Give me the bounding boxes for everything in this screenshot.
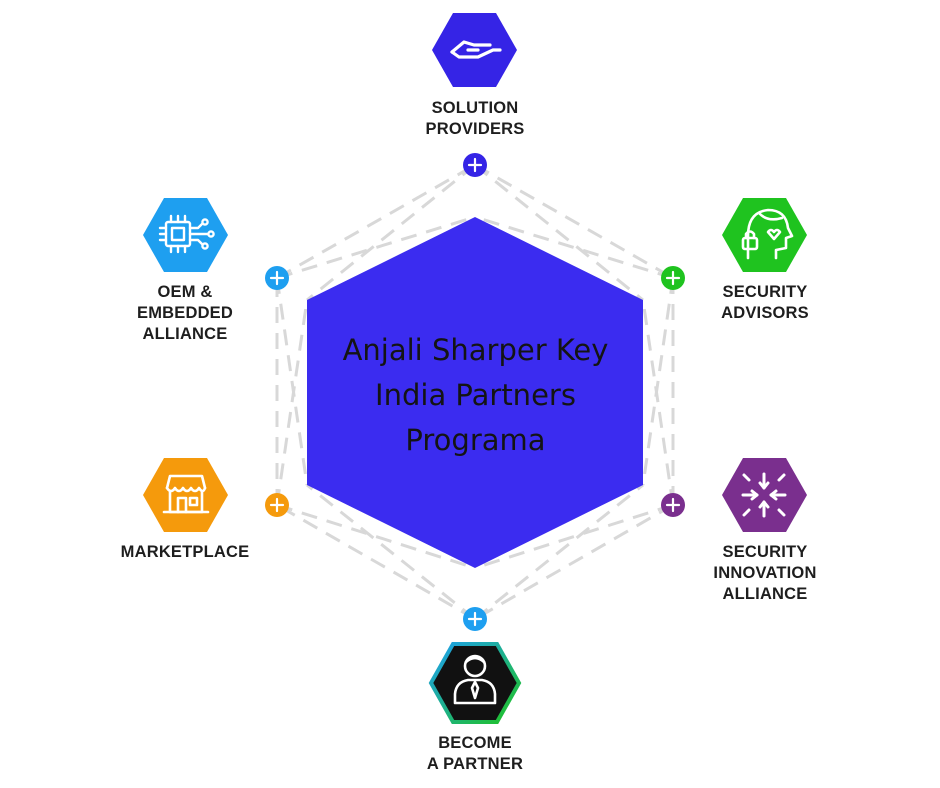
become-a-partner-gradient-border <box>428 642 522 724</box>
connector-spoke <box>276 503 476 570</box>
sparkle-arrows-icon <box>741 472 787 518</box>
connector-spoke <box>276 215 476 280</box>
label-solution-providers: SOLUTION PROVIDERS <box>425 99 525 138</box>
connector-spoke <box>641 299 675 506</box>
advisor-head-lock-icon <box>741 208 794 260</box>
node-security-innovation-alliance[interactable] <box>722 458 807 532</box>
label-become-a-partner: BECOME A PARTNER <box>426 734 524 773</box>
storefront-icon <box>162 474 210 514</box>
connector-line <box>276 503 476 621</box>
handshake-icon <box>450 40 502 59</box>
label-oem-embedded-alliance: OEM & EMBEDDED ALLIANCE <box>136 283 234 343</box>
plus-marker-top[interactable] <box>463 153 487 177</box>
label-security-innovation-alliance: SECURITY INNOVATION ALLIANCE <box>713 543 817 603</box>
plus-icon <box>665 497 681 513</box>
security-innovation-alliance-hexagon <box>722 458 807 532</box>
plus-markers <box>265 153 685 631</box>
plus-marker-bottom-right[interactable] <box>661 493 685 517</box>
connector-spoke <box>474 215 674 280</box>
node-oem-embedded-alliance[interactable] <box>143 198 228 272</box>
oem-embedded-alliance-hexagon <box>143 198 228 272</box>
connector-spoke <box>275 277 309 486</box>
node-security-advisors[interactable] <box>722 198 807 272</box>
plus-marker-bottom-left[interactable] <box>265 493 289 517</box>
connector-spoke <box>474 163 644 302</box>
plus-icon <box>467 611 483 627</box>
connector-line <box>474 503 674 621</box>
plus-marker-top-left[interactable] <box>265 266 289 290</box>
plus-marker-bottom[interactable] <box>463 607 487 631</box>
plus-icon <box>467 157 483 173</box>
connector-spoke <box>306 163 476 302</box>
connector-spoke <box>306 483 476 621</box>
connector-spoke <box>474 503 674 570</box>
label-security-advisors: SECURITY ADVISORS <box>721 283 809 322</box>
plus-icon <box>665 270 681 286</box>
node-become-a-partner[interactable] <box>428 642 522 724</box>
person-icon <box>453 654 497 705</box>
chip-icon <box>158 214 215 254</box>
label-marketplace: MARKETPLACE <box>120 543 250 561</box>
security-advisors-hexagon <box>722 198 807 272</box>
program-title: Anjali Sharper Key India Partners Progra… <box>342 333 609 457</box>
plus-icon <box>269 497 285 513</box>
connector-spoke <box>474 483 644 621</box>
plus-marker-top-right[interactable] <box>661 266 685 290</box>
marketplace-hexagon <box>143 458 228 532</box>
node-marketplace[interactable] <box>143 458 228 532</box>
plus-icon <box>269 270 285 286</box>
center-hexagon <box>307 217 643 568</box>
connector-spoke <box>641 277 675 486</box>
connector-line <box>276 163 476 280</box>
node-solution-providers[interactable] <box>432 13 517 87</box>
dashed-connector-lines <box>275 163 675 621</box>
connector-line <box>474 163 674 280</box>
connector-spoke <box>275 299 309 506</box>
